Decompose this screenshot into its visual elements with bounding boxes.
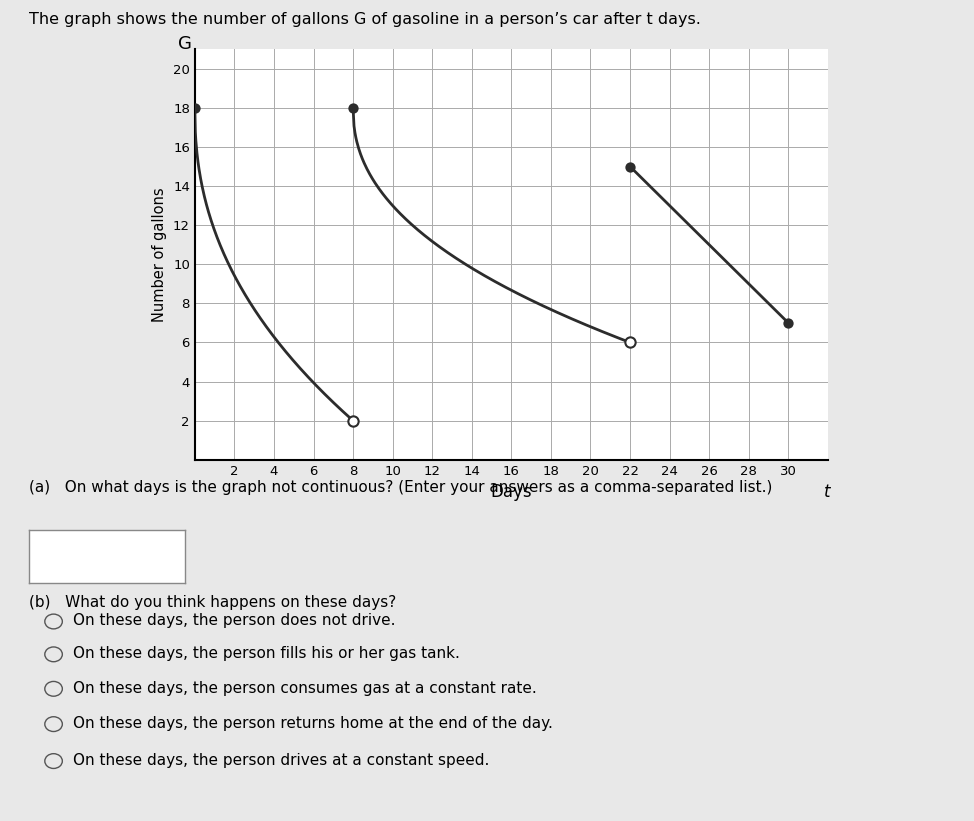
Text: t: t (824, 484, 831, 501)
Point (346, 414, 361, 427)
Point (780, 316, 796, 329)
Text: On these days, the person fills his or her gas tank.: On these days, the person fills his or h… (73, 646, 460, 661)
Y-axis label: Number of gallons: Number of gallons (152, 187, 168, 322)
Text: (a)   On what days is the graph not continuous? (Enter your answers as a comma-s: (a) On what days is the graph not contin… (29, 480, 772, 495)
X-axis label: Days: Days (491, 484, 532, 501)
Text: On these days, the person drives at a constant speed.: On these days, the person drives at a co… (73, 753, 489, 768)
Text: On these days, the person consumes gas at a constant rate.: On these days, the person consumes gas a… (73, 681, 537, 695)
Text: (b)   What do you think happens on these days?: (b) What do you think happens on these d… (29, 595, 396, 610)
Point (622, 336, 638, 349)
Text: G: G (178, 35, 192, 53)
Text: The graph shows the number of gallons G of gasoline in a person’s car after t da: The graph shows the number of gallons G … (29, 12, 701, 27)
Text: On these days, the person returns home at the end of the day.: On these days, the person returns home a… (73, 716, 553, 731)
Point (187, 101, 203, 114)
Text: On these days, the person does not drive.: On these days, the person does not drive… (73, 613, 395, 628)
Point (622, 160, 638, 173)
Point (346, 101, 361, 114)
